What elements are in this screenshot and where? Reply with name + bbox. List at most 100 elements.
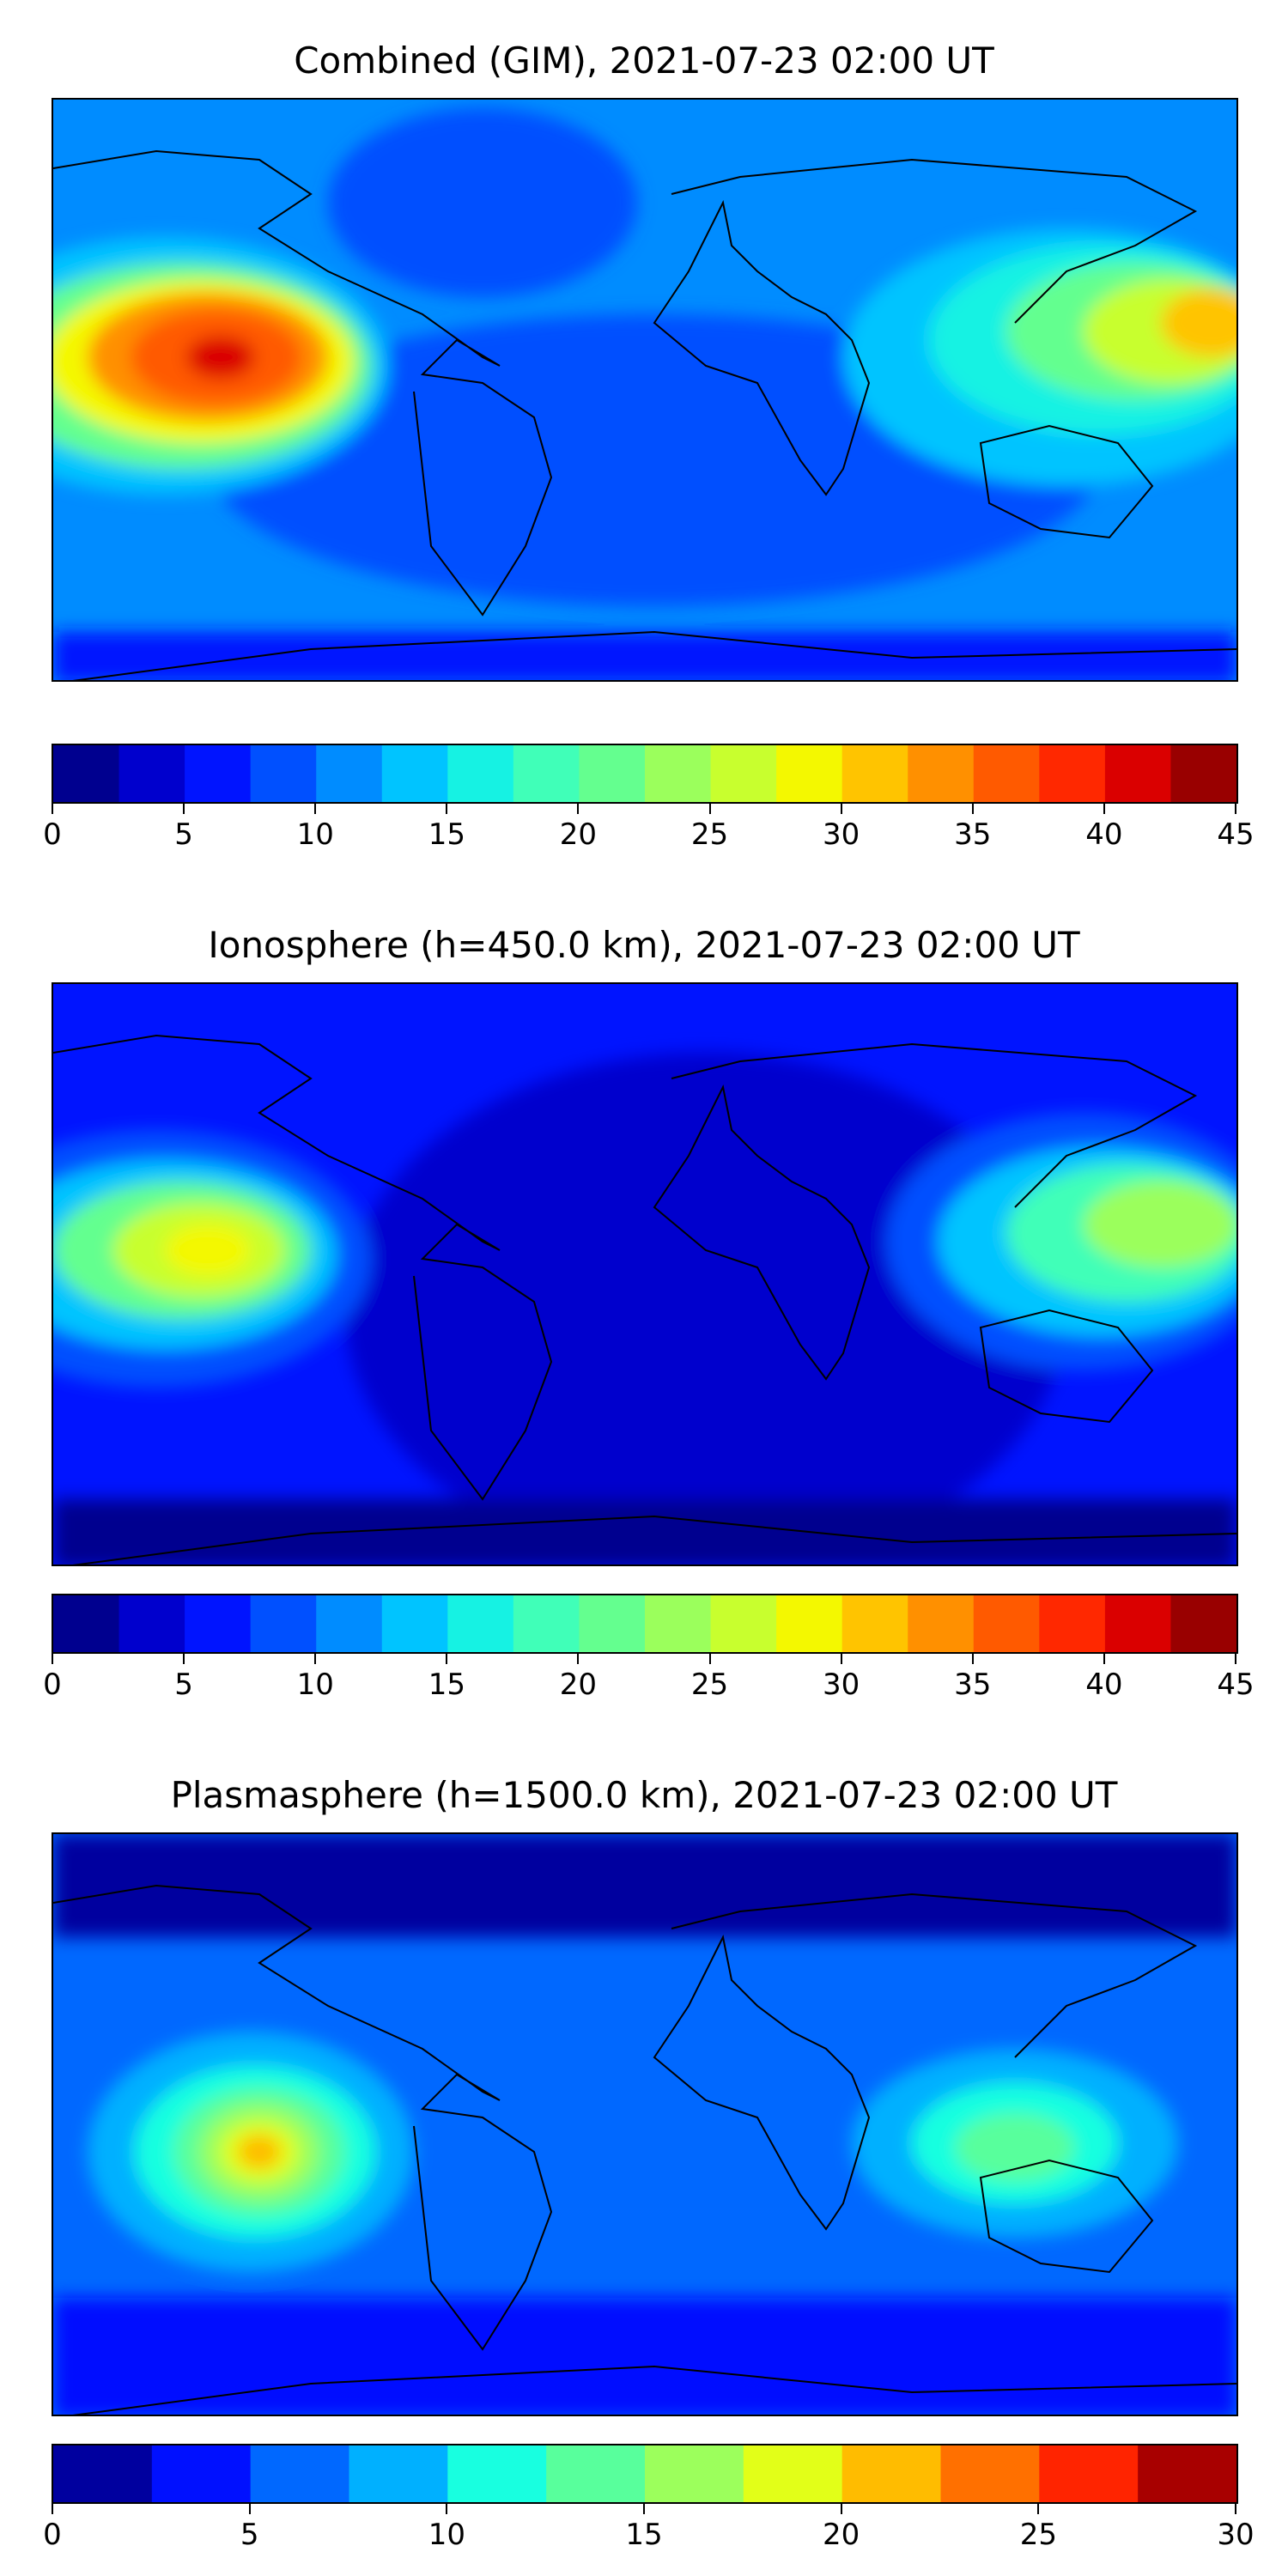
colorbar-tick-mark — [971, 804, 974, 814]
colorbar-segment — [1039, 745, 1106, 802]
colorbar-segment — [381, 745, 448, 802]
colorbar-segment — [1138, 2445, 1236, 2502]
colorbar-ticks-ionosphere: 0 5 10 15 20 25 30 35 40 45 — [43, 1654, 1255, 1705]
colorbar-tick-label: 0 — [43, 817, 62, 852]
colorbar-tick-mark — [183, 804, 185, 814]
colorbar-tick-label: 5 — [174, 1668, 193, 1702]
colorbar-segment — [579, 745, 646, 802]
colorbar-tick-label: 0 — [43, 1668, 62, 1702]
colorbar-segment — [973, 1595, 1040, 1652]
colorbar-tick-label: 30 — [1217, 2518, 1255, 2552]
colorbar-segment — [841, 1595, 908, 1652]
colorbar-tick-label: 15 — [428, 1668, 465, 1702]
colorbar-segment — [973, 745, 1040, 802]
colorbar-tick-mark — [1235, 804, 1236, 814]
colorbar-ticks-combined: 0 5 10 15 20 25 30 35 40 45 — [43, 804, 1255, 855]
colorbar-segment — [349, 2445, 448, 2502]
colorbar-segment — [151, 2445, 252, 2502]
colorbar-tick-mark — [446, 1654, 448, 1664]
colorbar-ionosphere — [52, 1594, 1238, 1654]
colorbar-segment — [710, 745, 777, 802]
colorbar-tick-mark — [1037, 2504, 1040, 2514]
colorbar-combined — [52, 744, 1238, 804]
tec-map-ionosphere — [52, 982, 1238, 1566]
colorbar-segment — [118, 745, 185, 802]
colorbar-segment — [250, 745, 317, 802]
colorbar-segment — [841, 2445, 942, 2502]
colorbar-tick-mark — [52, 1654, 53, 1664]
colorbar-tick-label: 0 — [43, 2518, 62, 2552]
colorbar-tick-label: 40 — [1085, 817, 1123, 852]
tec-map-combined — [52, 98, 1238, 682]
colorbar-segment — [447, 745, 514, 802]
map-title-combined: Combined (GIM), 2021-07-23 02:00 UT — [294, 39, 994, 82]
colorbar-segment — [1039, 2445, 1139, 2502]
colorbar-tick-mark — [1103, 804, 1105, 814]
colorbar-tick-label: 10 — [428, 2518, 465, 2552]
colorbar-tick-mark — [1235, 2504, 1236, 2514]
colorbar-tick-mark — [314, 1654, 317, 1664]
colorbar-segment — [546, 2445, 646, 2502]
colorbar-segment — [645, 2445, 744, 2502]
map-title-plasmasphere: Plasmasphere (h=1500.0 km), 2021-07-23 0… — [170, 1774, 1118, 1816]
colorbar-segment — [908, 1595, 975, 1652]
tec-map-plasmasphere — [52, 1832, 1238, 2416]
colorbar-segment — [185, 745, 252, 802]
colorbar-tick-label: 5 — [240, 2518, 259, 2552]
colorbar-tick-mark — [840, 804, 842, 814]
colorbar-tick-mark — [52, 2504, 53, 2514]
colorbar-tick-mark — [1235, 1654, 1236, 1664]
colorbar-tick-label: 20 — [823, 2518, 860, 2552]
colorbar-tick-label: 10 — [296, 1668, 334, 1702]
colorbar-segment — [316, 1595, 383, 1652]
colorbar-tick-label: 20 — [559, 817, 598, 852]
colorbar-tick-label: 25 — [690, 817, 729, 852]
colorbar-tick-label: 25 — [1019, 2518, 1057, 2552]
colorbar-tick-mark — [643, 2504, 645, 2514]
colorbar-segment — [118, 1595, 185, 1652]
colorbar-tick-label: 15 — [428, 817, 465, 852]
colorbar-segment — [381, 1595, 448, 1652]
colorbar-tick-mark — [52, 804, 53, 814]
colorbar-tick-mark — [708, 804, 711, 814]
colorbar-ticks-plasmasphere: 0 5 10 15 20 25 30 — [43, 2504, 1255, 2555]
colorbar-tick-mark — [840, 1654, 842, 1664]
colorbar-segment — [579, 1595, 646, 1652]
colorbar-segment — [645, 745, 712, 802]
colorbar-segment — [53, 1595, 120, 1652]
colorbar-segment — [841, 745, 908, 802]
colorbar-segment — [250, 1595, 317, 1652]
colorbar-segment — [645, 1595, 712, 1652]
colorbar-segment — [908, 745, 975, 802]
colorbar-segment — [1170, 1595, 1236, 1652]
colorbar-tick-label: 35 — [954, 1668, 992, 1702]
colorbar-segment — [316, 745, 383, 802]
colorbar-segment — [1104, 745, 1172, 802]
colorbar-segment — [250, 2445, 350, 2502]
colorbar-tick-label: 5 — [174, 817, 193, 852]
colorbar-tick-mark — [971, 1654, 974, 1664]
colorbar-segment — [185, 1595, 252, 1652]
colorbar-segment — [776, 745, 843, 802]
map-title-ionosphere: Ionosphere (h=450.0 km), 2021-07-23 02:0… — [208, 924, 1080, 966]
colorbar-segment — [53, 745, 120, 802]
colorbar-tick-label: 10 — [296, 817, 334, 852]
colorbar-tick-label: 15 — [625, 2518, 663, 2552]
colorbar-segment — [513, 745, 580, 802]
colorbar-tick-label: 45 — [1217, 817, 1255, 852]
colorbar-tick-mark — [446, 804, 448, 814]
colorbar-tick-label: 30 — [823, 1668, 860, 1702]
colorbar-segment — [53, 2445, 153, 2502]
colorbar-segment — [1104, 1595, 1172, 1652]
colorbar-tick-label: 40 — [1085, 1668, 1123, 1702]
colorbar-tick-label: 25 — [690, 1668, 729, 1702]
colorbar-segment — [1039, 1595, 1106, 1652]
colorbar-tick-mark — [577, 804, 580, 814]
colorbar-segment — [710, 1595, 777, 1652]
colorbar-segment — [743, 2445, 843, 2502]
colorbar-tick-mark — [183, 1654, 185, 1664]
colorbar-plasmasphere — [52, 2444, 1238, 2504]
colorbar-tick-label: 35 — [954, 817, 992, 852]
colorbar-tick-mark — [577, 1654, 580, 1664]
colorbar-segment — [940, 2445, 1040, 2502]
